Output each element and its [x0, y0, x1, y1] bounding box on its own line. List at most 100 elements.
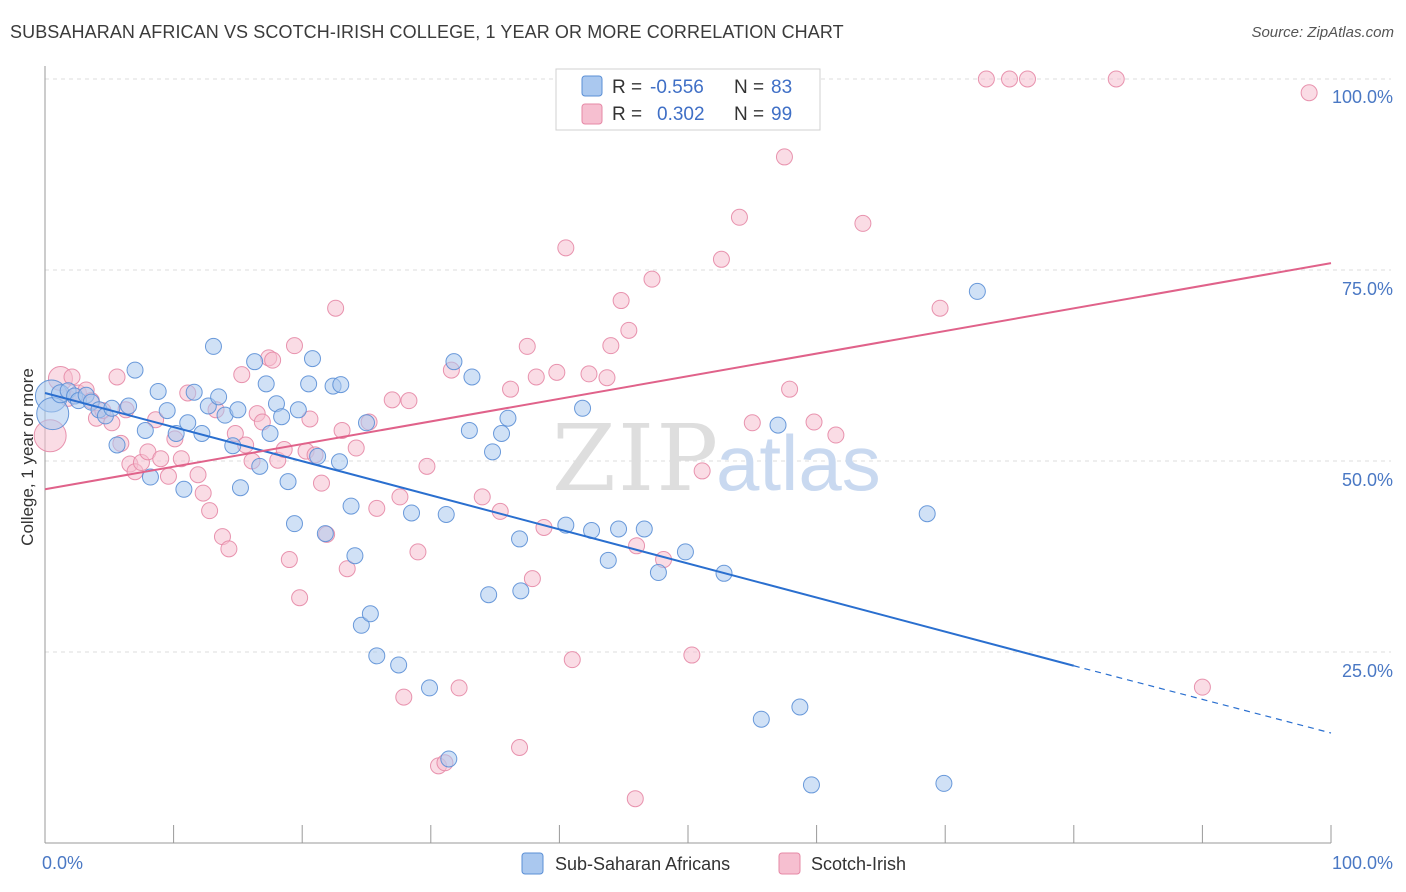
point-sub-saharan	[204, 337, 222, 355]
point-sub-saharan	[149, 382, 167, 400]
point-scotch-irish	[730, 208, 748, 226]
point-scotch-irish	[409, 543, 427, 561]
point-scotch-irish	[527, 368, 545, 386]
point-scotch-irish	[347, 439, 365, 457]
point-scotch-irish	[285, 337, 303, 355]
point-sub-saharan	[257, 375, 275, 393]
point-sub-saharan	[358, 414, 375, 432]
point-scotch-irish	[781, 380, 799, 398]
point-scotch-irish	[612, 292, 630, 310]
point-sub-saharan	[511, 530, 529, 548]
point-scotch-irish	[931, 299, 949, 317]
series-sub-saharan-points	[34, 282, 986, 794]
point-scotch-irish	[108, 368, 126, 386]
point-sub-saharan	[141, 468, 159, 486]
watermark-atlas: atlas	[716, 419, 881, 507]
point-scotch-irish	[626, 790, 644, 808]
trend-lines	[44, 262, 1332, 734]
point-sub-saharan	[599, 551, 617, 569]
trend-line-sub-saharan-extension	[1073, 665, 1332, 734]
point-sub-saharan	[136, 421, 154, 439]
point-sub-saharan	[403, 504, 421, 522]
y-axis-label: College, 1 year or more	[18, 368, 37, 546]
point-scotch-irish	[327, 299, 345, 317]
series-legend: Sub-Saharan Africans Scotch-Irish	[521, 852, 906, 875]
point-sub-saharan	[437, 505, 455, 523]
legend-swatch-blue	[581, 75, 603, 97]
legend-n-label: N =	[734, 104, 764, 125]
y-tick-label: 75.0%	[1342, 279, 1393, 299]
point-scotch-irish	[602, 337, 620, 355]
point-scotch-irish	[418, 457, 436, 475]
point-scotch-irish	[580, 365, 598, 383]
point-scotch-irish	[220, 540, 238, 558]
point-sub-saharan	[210, 388, 228, 406]
point-sub-saharan	[285, 515, 303, 533]
legend-swatch-sub-saharan	[521, 852, 544, 875]
point-scotch-irish	[400, 392, 418, 410]
point-scotch-irish	[194, 484, 212, 502]
axes	[44, 66, 1332, 844]
point-scotch-irish	[450, 679, 468, 697]
point-sub-saharan	[231, 479, 249, 497]
point-sub-saharan	[330, 453, 348, 471]
watermark: ZIP atlas	[552, 405, 881, 512]
point-sub-saharan	[229, 401, 247, 419]
point-scotch-irish	[854, 214, 872, 232]
legend-n-value: 99	[771, 104, 792, 125]
x-tick-label: 0.0%	[42, 853, 83, 873]
point-sub-saharan	[108, 436, 126, 454]
point-scotch-irish	[1193, 678, 1211, 696]
point-scotch-irish	[805, 413, 823, 431]
point-sub-saharan	[512, 582, 530, 600]
point-sub-saharan	[752, 710, 770, 728]
point-sub-saharan	[440, 750, 458, 768]
point-sub-saharan	[445, 353, 463, 371]
legend-label-sub-saharan: Sub-Saharan Africans	[555, 854, 730, 874]
legend-swatch-pink	[581, 103, 603, 125]
point-scotch-irish	[338, 560, 356, 578]
legend-label-scotch-irish: Scotch-Irish	[811, 854, 906, 874]
point-sub-saharan	[309, 447, 327, 465]
point-scotch-irish	[693, 462, 711, 480]
point-scotch-irish	[189, 466, 207, 484]
legend-r-value: 0.302	[657, 104, 705, 125]
point-sub-saharan	[676, 543, 694, 561]
point-scotch-irish	[233, 366, 251, 384]
point-scotch-irish	[977, 70, 995, 88]
point-sub-saharan	[342, 497, 360, 515]
point-sub-saharan	[769, 416, 787, 434]
point-sub-saharan	[289, 401, 307, 419]
point-scotch-irish	[1107, 70, 1125, 88]
point-sub-saharan	[346, 547, 364, 565]
point-scotch-irish	[643, 270, 661, 288]
point-scotch-irish	[563, 651, 581, 669]
chart-source: Source: ZipAtlas.com	[1251, 24, 1394, 41]
point-sub-saharan	[368, 647, 386, 665]
point-sub-saharan	[918, 505, 936, 523]
legend-n-label: N =	[734, 77, 764, 98]
point-scotch-irish	[152, 450, 170, 468]
point-scotch-irish	[620, 321, 638, 339]
trend-line-sub-saharan	[44, 392, 1075, 667]
point-sub-saharan	[480, 586, 498, 604]
point-scotch-irish	[301, 410, 319, 428]
trend-line-scotch-irish	[44, 262, 1332, 491]
point-scotch-irish	[1300, 84, 1318, 102]
point-scotch-irish	[683, 646, 701, 664]
point-sub-saharan	[273, 408, 291, 426]
point-sub-saharan	[224, 437, 242, 455]
grid-lines	[45, 78, 1391, 653]
point-scotch-irish	[391, 488, 409, 506]
point-sub-saharan	[421, 679, 439, 697]
point-scotch-irish	[291, 589, 309, 607]
legend-r-value: -0.556	[650, 77, 704, 98]
correlation-legend: R = -0.556 N = 83 R = 0.302 N = 99	[555, 68, 821, 131]
point-scotch-irish	[1001, 70, 1018, 88]
point-sub-saharan	[635, 520, 653, 538]
point-sub-saharan	[185, 383, 203, 401]
point-scotch-irish	[395, 688, 413, 706]
point-sub-saharan	[463, 368, 481, 386]
point-sub-saharan	[120, 397, 138, 415]
point-scotch-irish	[383, 391, 401, 409]
